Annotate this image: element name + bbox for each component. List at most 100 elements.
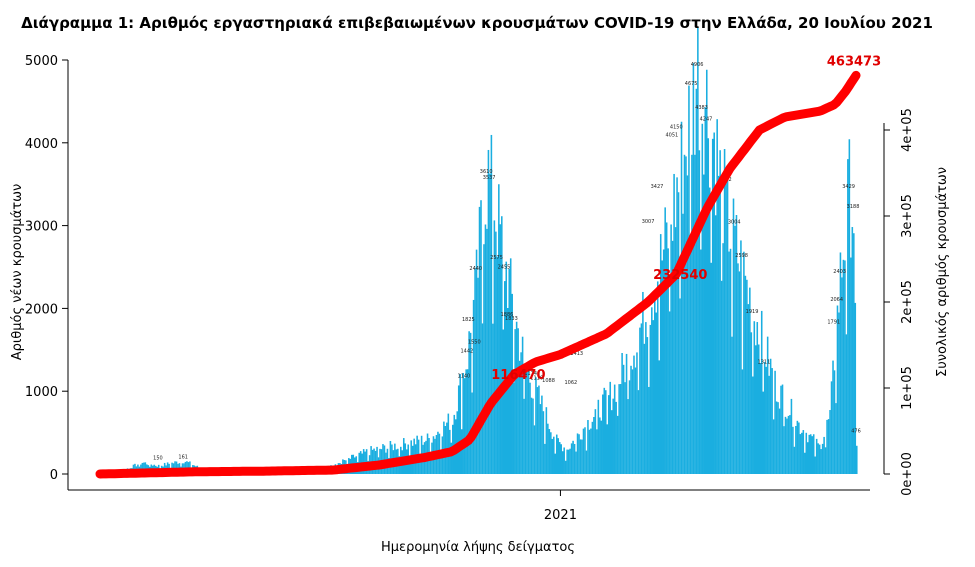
daily-bar [509,258,512,474]
daily-bar [757,344,760,474]
bar-value-label: 4675 [685,81,698,87]
daily-bar [453,414,456,474]
daily-bar [692,63,695,474]
daily-bar [833,370,836,474]
daily-bar [636,352,638,474]
x-axis-ticks: 2021 [544,490,577,523]
daily-bar [679,298,681,474]
daily-bar [480,200,482,474]
daily-bar [566,449,568,474]
daily-bar [606,424,609,474]
daily-bar [615,401,617,474]
daily-bar [673,173,675,474]
daily-bar [759,362,762,474]
daily-bar [851,227,854,474]
daily-bar [634,367,637,474]
daily-bar [674,227,677,474]
daily-bar [746,279,748,474]
daily-bar [651,307,653,474]
daily-bar [561,451,564,474]
daily-bar [619,384,622,474]
x-axis-title: Ημερομηνία λήψης δείγματος [381,540,575,555]
daily-bar [527,369,530,474]
right-y-axis-ticks: 0e+00 1e+05 2e+05 3e+05 4e+05 [884,108,915,496]
daily-bar [481,323,484,474]
daily-bar [365,449,368,474]
daily-bar [584,427,586,474]
daily-bar [722,243,724,474]
daily-bar [627,399,629,474]
y2-tick-label: 3e+05 [900,194,915,238]
daily-bar [496,256,499,474]
daily-bar [704,107,707,475]
daily-bar [582,428,585,474]
daily-bar [668,311,671,474]
daily-bar [835,403,837,474]
daily-bar [815,438,818,474]
daily-bar [466,369,469,474]
daily-bar [847,159,849,475]
daily-bar [649,324,652,474]
daily-bar [557,438,560,474]
daily-bar [389,440,392,474]
daily-bar [836,305,839,474]
daily-bar [772,419,775,474]
daily-bar [572,440,574,474]
daily-bar [408,457,411,474]
daily-bar [621,353,623,474]
daily-bar [821,443,824,474]
daily-bar [765,366,767,474]
daily-bar [174,461,176,474]
bar-value-label: 476 [851,429,861,435]
daily-bar [542,411,545,474]
y-axis-title: Αριθμός νέων κρουσμάτων [10,184,25,361]
daily-bar [599,417,601,474]
chart-title: Διάγραμμα 1: Αριθμός εργαστηριακά επιβεβ… [21,14,933,32]
daily-bar [591,421,594,474]
daily-bar [778,408,781,474]
daily-bar [569,448,571,474]
daily-bar [854,302,857,474]
daily-bar [670,224,672,474]
daily-bar [457,385,460,474]
daily-bar [645,322,647,474]
daily-bar [752,376,754,474]
bar-value-label: 1174 [524,371,537,377]
daily-cases-bars [101,27,858,475]
daily-bar [609,381,612,474]
daily-bar [652,320,655,474]
daily-bar [524,366,527,474]
daily-bar [489,173,491,474]
daily-bar [755,345,757,474]
daily-bar [664,207,666,474]
daily-bar [710,262,712,474]
daily-bar [848,139,851,474]
daily-bar [723,149,726,474]
daily-bar [643,343,646,474]
daily-bar [505,261,508,474]
daily-bar [616,415,619,474]
daily-bar [705,69,708,474]
bar-value-label: 1088 [542,378,555,384]
daily-bar [720,280,723,474]
daily-bar [728,251,730,474]
daily-bar [698,150,701,474]
daily-bar [463,378,466,474]
daily-bar [695,88,698,475]
daily-bar [689,242,692,474]
daily-bar [144,462,147,474]
daily-bar [376,446,378,474]
daily-bar [749,287,751,474]
daily-bar [594,409,597,474]
bar-value-label: 3188 [847,204,860,210]
daily-bar [701,123,704,475]
daily-bar [370,446,372,474]
daily-bar [809,434,812,474]
daily-bar [613,384,616,474]
daily-bar [597,399,600,474]
daily-bar [558,442,561,474]
daily-bar [465,369,467,474]
daily-bar [818,444,821,474]
bar-value-label: 1791 [827,320,840,326]
daily-bar [756,322,759,474]
